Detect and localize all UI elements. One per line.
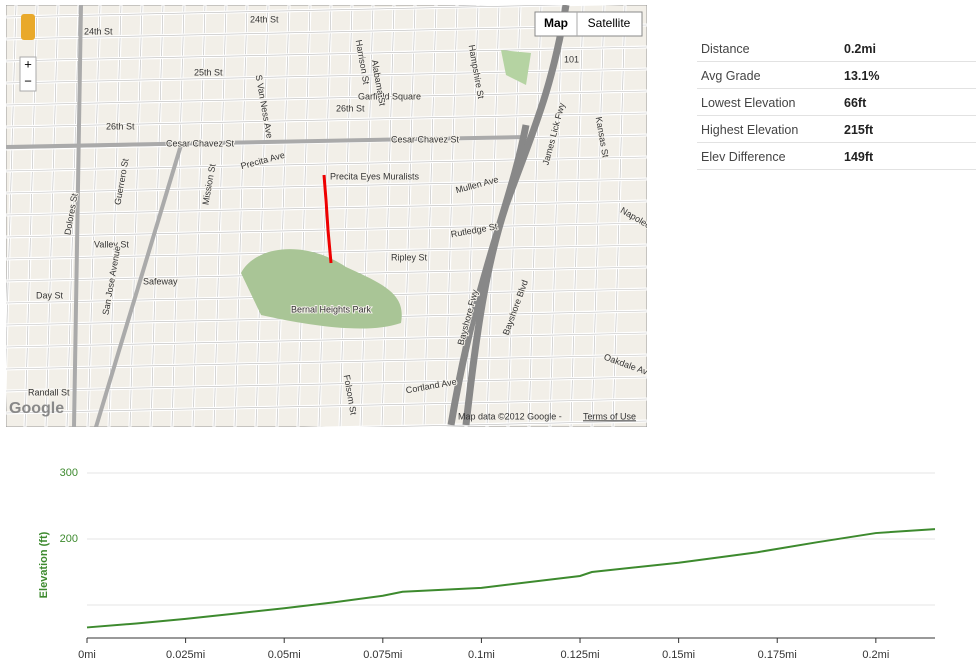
street (276, 5, 290, 427)
street (444, 5, 458, 427)
google-logo: Google (9, 400, 64, 417)
major-street (72, 5, 83, 427)
stat-row: Highest Elevation 215ft (697, 116, 976, 143)
y-tick-label: 300 (60, 467, 78, 479)
y-tick-label: 200 (60, 533, 78, 545)
x-tick-label: 0.175mi (758, 649, 797, 661)
x-tick-label: 0.025mi (166, 649, 205, 661)
street (358, 420, 647, 427)
street (150, 5, 164, 427)
y-axis-label: Elevation (ft) (38, 531, 50, 598)
map-button[interactable]: Map (544, 16, 568, 30)
major-street (94, 144, 183, 427)
street (45, 5, 59, 427)
street (6, 156, 647, 172)
elevation-chart: Elevation (ft) 200 300 0mi 0.025mi 0.05mi 0.0… (38, 467, 936, 661)
map-label: Safeway (143, 276, 178, 286)
map-label: Ripley St (391, 252, 428, 262)
street (6, 244, 647, 260)
x-tick-label: 0.15mi (662, 649, 695, 661)
map-label: Day St (36, 290, 64, 300)
street (6, 178, 647, 194)
x-tick-label: 0.125mi (560, 649, 599, 661)
map-label: 26th St (336, 103, 365, 113)
x-tick-label: 0.1mi (468, 649, 495, 661)
stat-value: 0.2mi (844, 42, 876, 56)
street (6, 332, 647, 348)
street (66, 5, 80, 427)
street (255, 5, 269, 427)
street (6, 46, 647, 62)
street (6, 376, 647, 392)
map-label: Precita Eyes Muralists (330, 171, 420, 181)
stat-label: Elev Difference (701, 150, 786, 164)
satellite-button[interactable]: Satellite (588, 16, 631, 30)
stat-label: Lowest Elevation (701, 96, 796, 110)
zoom-in[interactable]: + (24, 56, 32, 71)
street (213, 5, 227, 427)
x-tick-label: 0.05mi (268, 649, 301, 661)
map-label: Valley St (94, 239, 129, 249)
street (465, 5, 479, 427)
park (241, 249, 402, 329)
map-type-control (534, 11, 643, 37)
stat-value: 13.1% (844, 69, 880, 83)
pegman[interactable] (21, 14, 35, 40)
x-tick-label: 0.075mi (363, 649, 402, 661)
stat-row: Avg Grade 13.1% (697, 62, 976, 89)
stat-label: Avg Grade (701, 69, 761, 83)
map-label: Garfield Square (358, 91, 421, 101)
stat-row: Elev Difference 149ft (697, 143, 976, 170)
map[interactable]: 24th St 24th St 25th St 26th St 26th St Cesar… (6, 5, 647, 427)
attribution: Map data ©2012 Google - (458, 411, 562, 421)
street (6, 90, 647, 106)
zoom-out[interactable]: − (24, 73, 32, 88)
x-tick-label: 0.2mi (862, 649, 889, 661)
elevation-line (86, 528, 936, 629)
stat-label: Distance (701, 42, 750, 56)
map-label: 26th St (106, 121, 135, 131)
map-label: 25th St (194, 67, 223, 77)
street (87, 5, 101, 427)
street (6, 5, 570, 18)
map-label: 101 (564, 54, 579, 64)
park (501, 50, 531, 85)
stat-value: 215ft (844, 123, 874, 137)
terms-link[interactable]: Terms of Use (583, 411, 636, 421)
route (322, 174, 333, 264)
street (423, 5, 437, 427)
map-label: Randall St (28, 387, 70, 397)
stat-row: Lowest Elevation 66ft (697, 89, 976, 116)
zoom-control (19, 56, 37, 92)
street (129, 5, 143, 427)
stat-label: Highest Elevation (701, 123, 799, 137)
freeway (462, 5, 570, 426)
map-label: 24th St (84, 26, 113, 36)
street (192, 5, 206, 427)
stat-row: Distance 0.2mi (697, 35, 976, 62)
map-label: 24th St (250, 14, 279, 24)
street (108, 5, 122, 427)
map-label: Cesar Chavez St (166, 138, 235, 148)
x-tick-label: 0mi (78, 649, 96, 661)
map-label: Bernal Heights Park (291, 304, 372, 314)
street (486, 5, 500, 427)
streets (6, 5, 647, 427)
street (171, 5, 185, 427)
stat-value: 66ft (844, 96, 867, 110)
map-label: Cesar Chavez St (391, 134, 460, 144)
stat-value: 149ft (844, 150, 874, 164)
street (6, 68, 647, 84)
street (234, 5, 248, 427)
major-street (6, 135, 527, 149)
street (6, 398, 647, 414)
